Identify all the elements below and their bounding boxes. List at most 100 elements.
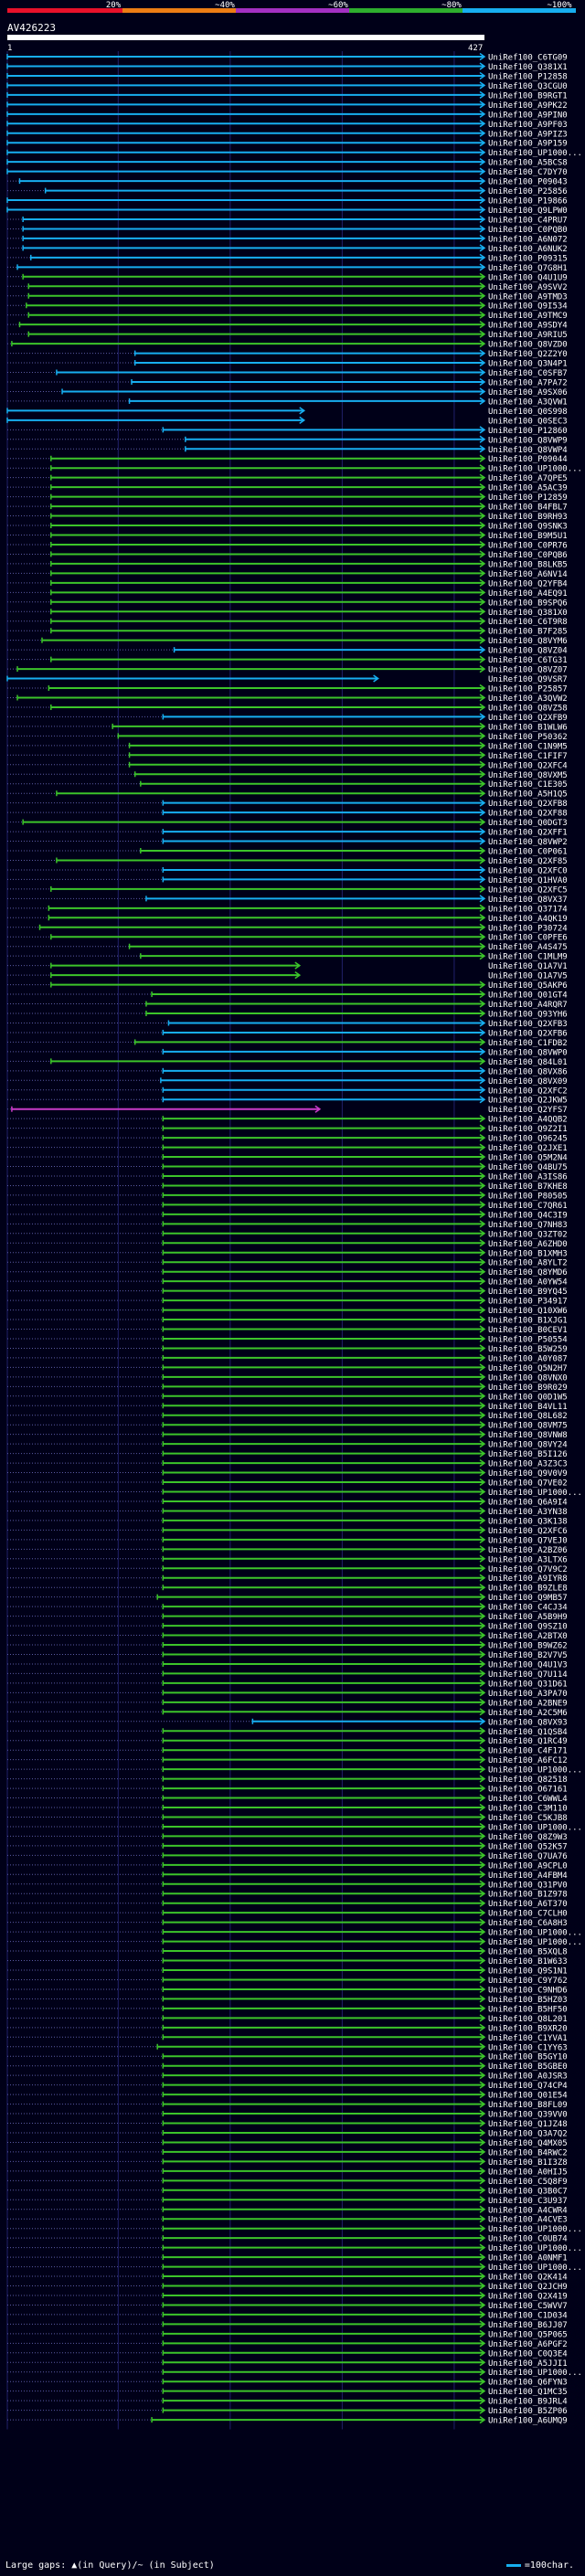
hit-row[interactable]: UniRef100_B5HZ03 (7, 1995, 568, 2005)
hit-row[interactable]: UniRef100_B9WZ62 (7, 1640, 568, 1651)
hit-label[interactable]: UniRef100_Q2JCH9 (488, 2283, 568, 2292)
hit-label[interactable]: UniRef100_Q9I534 (488, 302, 568, 312)
hit-row[interactable]: UniRef100_Q4U1U9 (7, 272, 568, 282)
hit-label[interactable]: UniRef100_Q1A7V5 (488, 972, 568, 981)
hit-label[interactable]: UniRef100_Q8VM75 (488, 1422, 568, 1431)
hit-label[interactable]: UniRef100_A5JJI1 (488, 2359, 568, 2369)
hit-row[interactable]: UniRef100_A0Y087 (7, 1353, 568, 1363)
hit-row[interactable]: UniRef100_A9SVV2 (7, 282, 568, 292)
hit-row[interactable]: UniRef100_P34917 (7, 1296, 568, 1307)
hit-row[interactable]: UniRef100_B1XJG1 (7, 1315, 568, 1326)
hit-label[interactable]: UniRef100_A4QK19 (488, 915, 568, 924)
hit-label[interactable]: UniRef100_Q52K57 (488, 1842, 568, 1851)
hit-row[interactable]: UniRef100_C3M110 (7, 1803, 568, 1814)
hit-row[interactable]: UniRef100_Q2JXE1 (7, 1143, 568, 1153)
hit-label[interactable]: UniRef100_B5W259 (488, 1345, 568, 1354)
hit-row[interactable]: UniRef100_Q5P065 (7, 2329, 568, 2339)
hit-row[interactable]: UniRef100_Q4BU75 (7, 1162, 568, 1172)
hit-row[interactable]: UniRef100_Q2JCH9 (7, 2282, 568, 2292)
hit-row[interactable]: UniRef100_B5W259 (7, 1344, 568, 1354)
hit-label[interactable]: UniRef100_UP1000... (488, 1929, 582, 1938)
hit-label[interactable]: UniRef100_A9SVV2 (488, 283, 568, 292)
hit-label[interactable]: UniRef100_UP1000... (488, 1489, 582, 1498)
hit-label[interactable]: UniRef100_C0SFB7 (488, 369, 568, 378)
hit-row[interactable]: UniRef100_A4RQR7 (7, 1000, 568, 1010)
hit-row[interactable]: UniRef100_A9IYR8 (7, 1574, 568, 1584)
hit-row[interactable]: UniRef100_A4S475 (7, 942, 568, 952)
hit-label[interactable]: UniRef100_A3Z3C3 (488, 1460, 568, 1469)
hit-row[interactable]: UniRef100_A4QK19 (7, 914, 568, 924)
hit-label[interactable]: UniRef100_C4F171 (488, 1747, 568, 1756)
hit-label[interactable]: UniRef100_C5Q8F9 (488, 2178, 568, 2187)
hit-row[interactable]: UniRef100_C1YVA1 (7, 2033, 568, 2043)
hit-label[interactable]: UniRef100_C1YVA1 (488, 2034, 568, 2043)
hit-label[interactable]: UniRef100_Q1RC49 (488, 1737, 568, 1746)
hit-label[interactable]: UniRef100_C1D034 (488, 2311, 568, 2320)
hit-row[interactable]: UniRef100_UP1000... (7, 2368, 582, 2378)
hit-label[interactable]: UniRef100_B9R029 (488, 1383, 568, 1393)
hit-row[interactable]: UniRef100_B9RGT1 (6, 90, 568, 101)
hit-row[interactable]: UniRef100_Q8L682 (7, 1411, 568, 1421)
hit-label[interactable]: UniRef100_C9Y762 (488, 1977, 568, 1986)
hit-label[interactable]: UniRef100_P30724 (488, 924, 568, 933)
hit-label[interactable]: UniRef100_P50554 (488, 1335, 568, 1344)
hit-row[interactable]: UniRef100_Q8VZ07 (7, 664, 568, 675)
hit-label[interactable]: UniRef100_Q8VWP9 (488, 436, 568, 445)
hit-row[interactable]: UniRef100_B0CEV1 (7, 1325, 568, 1335)
hit-label[interactable]: UniRef100_A4S475 (488, 943, 568, 952)
hit-label[interactable]: UniRef100_A6ZHD0 (488, 1240, 568, 1249)
hit-row[interactable]: UniRef100_Q8VZD0 (7, 339, 568, 350)
hit-label[interactable]: UniRef100_P09043 (488, 178, 568, 187)
hit-label[interactable]: UniRef100_Q6FYN3 (488, 2379, 568, 2388)
hit-row[interactable]: UniRef100_A4EQ91 (7, 588, 568, 599)
hit-label[interactable]: UniRef100_B9JRL4 (488, 2398, 568, 2407)
hit-label[interactable]: UniRef100_UP1000... (488, 149, 582, 158)
hit-label[interactable]: UniRef100_Q0DGT3 (488, 819, 568, 828)
hit-label[interactable]: UniRef100_A2BTX0 (488, 1632, 568, 1641)
hit-label[interactable]: UniRef100_C0P061 (488, 848, 568, 857)
hit-row[interactable]: UniRef100_Q1A7V1 (7, 961, 568, 971)
hit-row[interactable]: UniRef100_C5WVV7 (7, 2301, 568, 2311)
hit-label[interactable]: UniRef100_B9RH93 (488, 513, 568, 522)
hit-row[interactable]: UniRef100_A6NUK2 (7, 244, 568, 254)
hit-row[interactable]: UniRef100_A6T370 (7, 1899, 568, 1909)
hit-label[interactable]: UniRef100_A4FBM4 (488, 1871, 568, 1881)
hit-row[interactable]: UniRef100_B4VL11 (7, 1402, 568, 1412)
hit-label[interactable]: UniRef100_Q1QSB4 (488, 1728, 568, 1737)
hit-row[interactable]: UniRef100_B2V7V5 (7, 1650, 568, 1660)
hit-label[interactable]: UniRef100_Q8L201 (488, 2015, 568, 2024)
hit-row[interactable]: UniRef100_Q37174 (7, 904, 568, 914)
hit-label[interactable]: UniRef100_Q8VY24 (488, 1441, 568, 1450)
hit-row[interactable]: UniRef100_Q1MC35 (7, 2387, 568, 2397)
hit-row[interactable]: UniRef100_A9SX06 (7, 387, 568, 398)
hit-label[interactable]: UniRef100_Q4C3I9 (488, 1211, 568, 1220)
hit-row[interactable]: UniRef100_Q31D61 (7, 1679, 568, 1689)
hit-label[interactable]: UniRef100_B7F285 (488, 628, 568, 637)
hit-label[interactable]: UniRef100_C7QR61 (488, 1202, 568, 1211)
hit-label[interactable]: UniRef100_A6NV14 (488, 570, 568, 579)
hit-label[interactable]: UniRef100_B9RGT1 (488, 91, 568, 101)
hit-label[interactable]: UniRef100_C4PRU7 (488, 216, 568, 225)
hit-row[interactable]: UniRef100_A4CWR4 (7, 2205, 568, 2215)
hit-label[interactable]: UniRef100_A7PA72 (488, 378, 568, 387)
hit-row[interactable]: UniRef100_Q8Z9W3 (7, 1832, 568, 1842)
hit-label[interactable]: UniRef100_B1XMH3 (488, 1249, 568, 1258)
hit-label[interactable]: UniRef100_Q2XFC4 (488, 761, 568, 770)
hit-label[interactable]: UniRef100_C1YY63 (488, 2043, 568, 2052)
hit-row[interactable]: UniRef100_UP1000... (7, 1928, 582, 1938)
hit-label[interactable]: UniRef100_C6T9R8 (488, 618, 568, 627)
hit-label[interactable]: UniRef100_Q7V9C2 (488, 1565, 568, 1574)
hit-row[interactable]: UniRef100_Q5N2H7 (7, 1363, 568, 1373)
hit-row[interactable]: UniRef100_Q84L01 (7, 1057, 568, 1067)
hit-row[interactable]: UniRef100_C5KJB8 (7, 1813, 568, 1823)
hit-row[interactable]: UniRef100_Q8VX09 (7, 1076, 568, 1087)
hit-label[interactable]: UniRef100_A9PK22 (488, 101, 568, 111)
hit-label[interactable]: UniRef100_Q31D61 (488, 1680, 568, 1689)
hit-row[interactable]: UniRef100_C1D034 (7, 2310, 568, 2320)
hit-row[interactable]: UniRef100_B6JJ07 (7, 2320, 568, 2330)
hit-label[interactable]: UniRef100_Q9Z2I1 (488, 1125, 568, 1134)
hit-row[interactable]: UniRef100_C5Q8F9 (7, 2177, 568, 2187)
hit-label[interactable]: UniRef100_B1I3Z8 (488, 2158, 568, 2168)
hit-label[interactable]: UniRef100_Q7UA76 (488, 1852, 568, 1861)
hit-row[interactable]: UniRef100_Q74CP4 (7, 2081, 568, 2091)
